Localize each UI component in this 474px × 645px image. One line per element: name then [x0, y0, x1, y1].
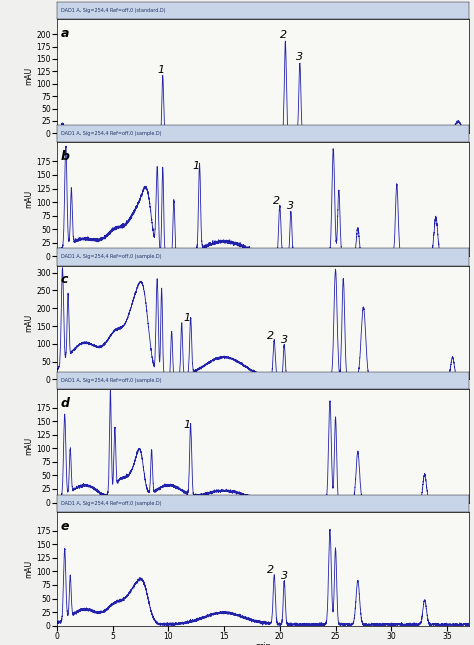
Y-axis label: mAU: mAU	[24, 67, 33, 85]
Y-axis label: mAU: mAU	[24, 190, 33, 208]
Text: 2: 2	[273, 196, 280, 206]
Text: 2: 2	[280, 30, 287, 40]
Y-axis label: mAU: mAU	[24, 560, 33, 578]
Text: 1: 1	[184, 421, 191, 430]
Text: a: a	[61, 27, 69, 41]
Text: 2: 2	[267, 331, 274, 341]
Text: 3: 3	[281, 571, 288, 580]
Y-axis label: mAU: mAU	[24, 437, 33, 455]
Y-axis label: mAU: mAU	[24, 313, 33, 332]
Text: 3: 3	[281, 335, 288, 344]
Text: c: c	[61, 273, 68, 286]
Text: 1: 1	[192, 161, 200, 171]
Text: b: b	[61, 150, 70, 163]
Text: e: e	[61, 520, 70, 533]
Text: d: d	[61, 397, 70, 410]
Text: 1: 1	[157, 65, 164, 75]
Text: 3: 3	[296, 52, 303, 63]
Text: 1: 1	[184, 313, 191, 323]
X-axis label: min: min	[255, 642, 271, 645]
Text: 3: 3	[287, 201, 294, 212]
Text: 2: 2	[267, 565, 274, 575]
